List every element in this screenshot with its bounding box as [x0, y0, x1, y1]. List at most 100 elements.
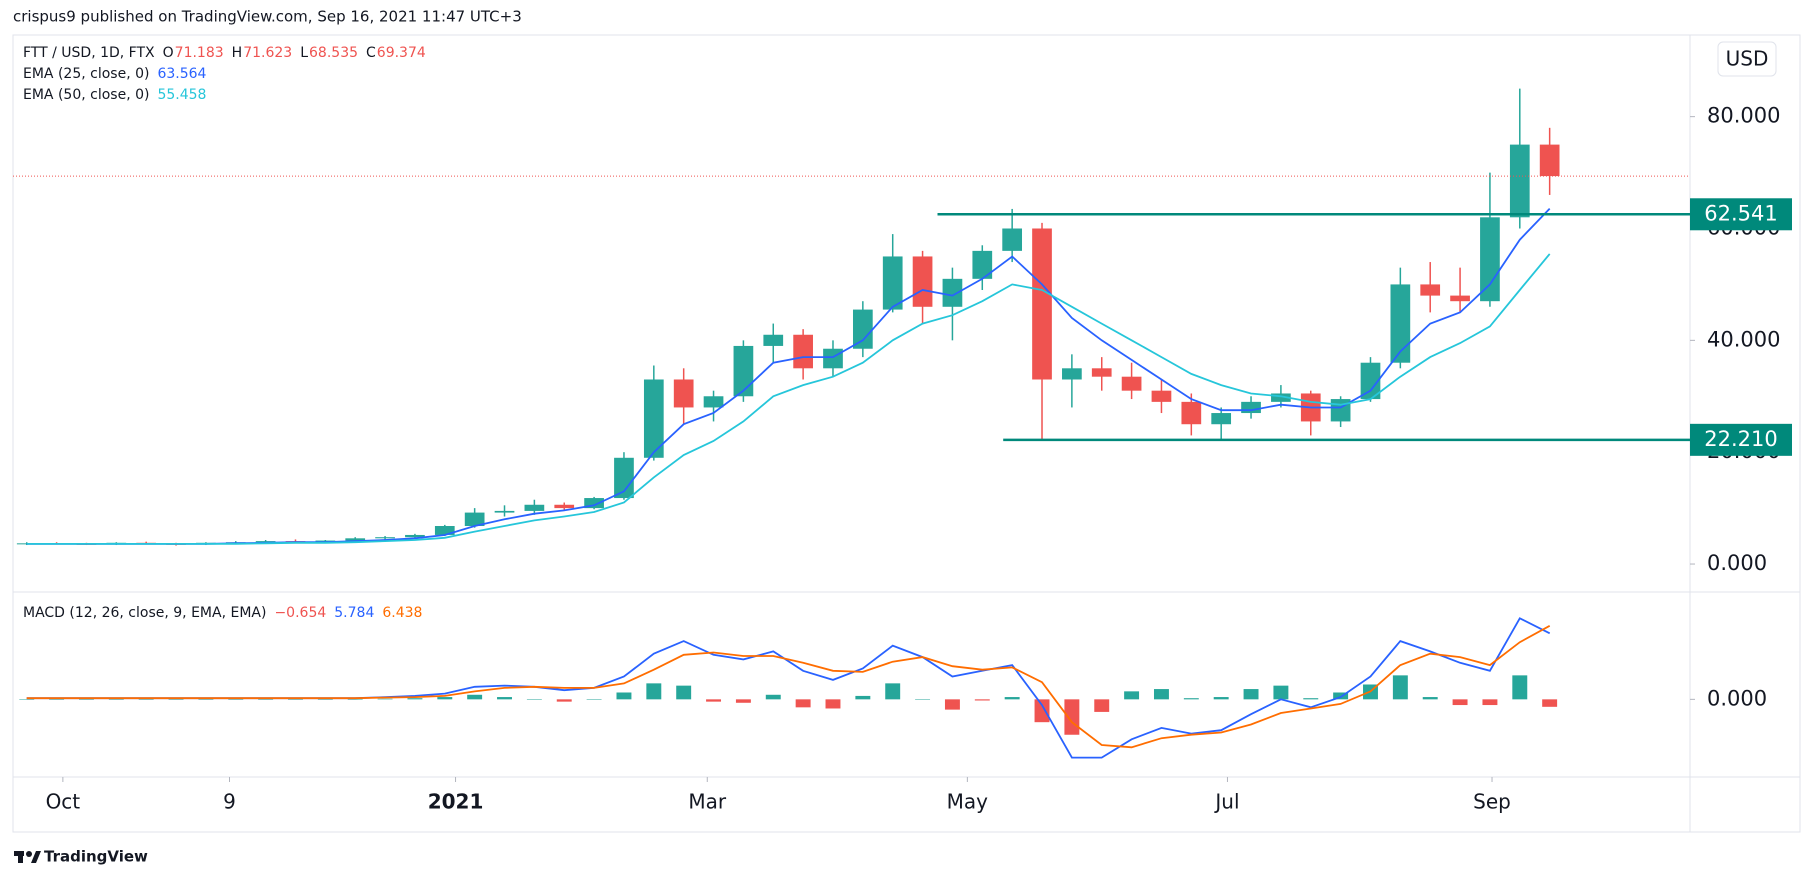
histogram-bar	[765, 694, 781, 700]
histogram-bar	[646, 683, 662, 700]
histogram-bar	[258, 699, 274, 700]
histogram-bar	[1094, 699, 1110, 712]
legend-series-name: EMA (50, close, 0)	[23, 87, 149, 103]
candle-body	[1211, 413, 1232, 425]
histogram-bar	[288, 699, 303, 700]
histogram-bar	[526, 699, 542, 700]
macd-title: MACD (12, 26, close, 9, EMA, EMA)	[23, 605, 266, 621]
legend-key: L	[300, 45, 308, 61]
histogram-bar	[108, 699, 124, 700]
histogram-bar	[1512, 675, 1528, 700]
currency-button[interactable]	[1717, 41, 1777, 77]
macd-series-value: 5.784	[334, 605, 374, 621]
histogram-bar	[347, 699, 363, 700]
legend-series-value: 63.564	[157, 66, 206, 82]
x-tick-label: Oct	[46, 790, 81, 814]
histogram-bar	[1333, 692, 1349, 700]
histogram-bar	[1452, 699, 1468, 706]
histogram-bar	[138, 699, 154, 700]
candle-body	[1091, 368, 1112, 377]
candle-body	[1121, 376, 1142, 391]
histogram-bar	[467, 694, 483, 700]
currency-label[interactable]: USD	[1726, 47, 1769, 71]
histogram-bar	[1034, 699, 1050, 723]
histogram-bar	[706, 699, 722, 702]
histogram-bar	[437, 697, 453, 700]
candle-body	[345, 538, 366, 541]
histogram-bar	[616, 692, 632, 700]
histogram-bar	[407, 698, 423, 700]
candle-body	[1330, 399, 1351, 422]
histogram-bar	[19, 699, 35, 700]
candle-body	[1271, 393, 1291, 402]
y-tick-label: 0.000	[1707, 686, 1767, 710]
macd-series-value: 6.438	[382, 605, 422, 621]
x-tick-label: 2021	[428, 790, 484, 814]
x-tick-label: Mar	[688, 790, 727, 814]
legend-series-value: 55.458	[157, 87, 206, 103]
candle-body	[584, 498, 604, 509]
histogram-bar	[1392, 675, 1408, 700]
histogram-bar	[915, 699, 931, 700]
candle-body	[763, 334, 784, 346]
histogram-bar	[1303, 698, 1319, 700]
histogram-bar	[1273, 685, 1289, 700]
histogram-bar	[317, 699, 333, 700]
candle-body	[793, 334, 813, 369]
candle-body	[614, 457, 634, 499]
histogram-bar	[1422, 697, 1438, 700]
histogram-bar	[855, 695, 871, 700]
header: crispus9 published on TradingView.com, S…	[13, 8, 522, 26]
candle-body	[554, 504, 575, 509]
histogram-bar	[1124, 691, 1140, 700]
candle-body	[1480, 217, 1500, 302]
histogram-bar	[198, 699, 214, 700]
histogram-bar	[49, 699, 65, 700]
candle-body	[1360, 362, 1381, 400]
histogram-bar	[78, 699, 94, 700]
x-tick-label: May	[947, 790, 989, 814]
price-pane	[16, 88, 1560, 546]
chart-frame	[12, 34, 1801, 833]
candle-body	[1539, 144, 1560, 177]
candle-body	[912, 256, 933, 307]
x-tick-label: Sep	[1473, 790, 1511, 814]
candle-body	[972, 250, 993, 279]
candle-body	[1390, 284, 1411, 363]
ema-line	[26, 253, 1551, 545]
candle-body	[823, 348, 843, 369]
histogram-bar	[1004, 697, 1020, 700]
level-label-box	[1690, 198, 1792, 231]
histogram-bar	[825, 699, 841, 709]
histogram-bar	[795, 699, 811, 708]
macd-pane	[19, 617, 1558, 759]
candle-body	[315, 540, 336, 542]
histogram-bar	[556, 699, 572, 702]
candle-body	[643, 379, 664, 458]
histogram-bar	[1213, 697, 1229, 700]
histogram-bar	[1183, 698, 1199, 700]
histogram-bar	[944, 699, 960, 710]
candle-body	[733, 345, 754, 397]
candle-body	[524, 504, 545, 511]
legend-value: 71.623	[243, 45, 292, 61]
candle-body	[1062, 368, 1082, 380]
candle-body	[1181, 401, 1202, 425]
candle-body	[1420, 284, 1441, 296]
level-label: 62.541	[1704, 201, 1777, 225]
y-tick-label: 80.000	[1707, 104, 1780, 128]
histogram-bar	[1482, 699, 1498, 706]
candle-body	[464, 512, 485, 527]
x-tick-label: 9	[223, 790, 236, 814]
histogram-bar	[676, 685, 692, 700]
histogram-bar	[586, 699, 602, 700]
legend-series-name: EMA (25, close, 0)	[23, 66, 149, 82]
histogram-bar	[168, 699, 184, 700]
macd-line	[26, 625, 1551, 749]
y-tick-label: 40.000	[1707, 327, 1780, 351]
legend-key: H	[232, 45, 243, 61]
y-tick-label: 0.000	[1707, 551, 1767, 575]
candle-body	[942, 278, 963, 307]
histogram-bar	[974, 699, 990, 701]
